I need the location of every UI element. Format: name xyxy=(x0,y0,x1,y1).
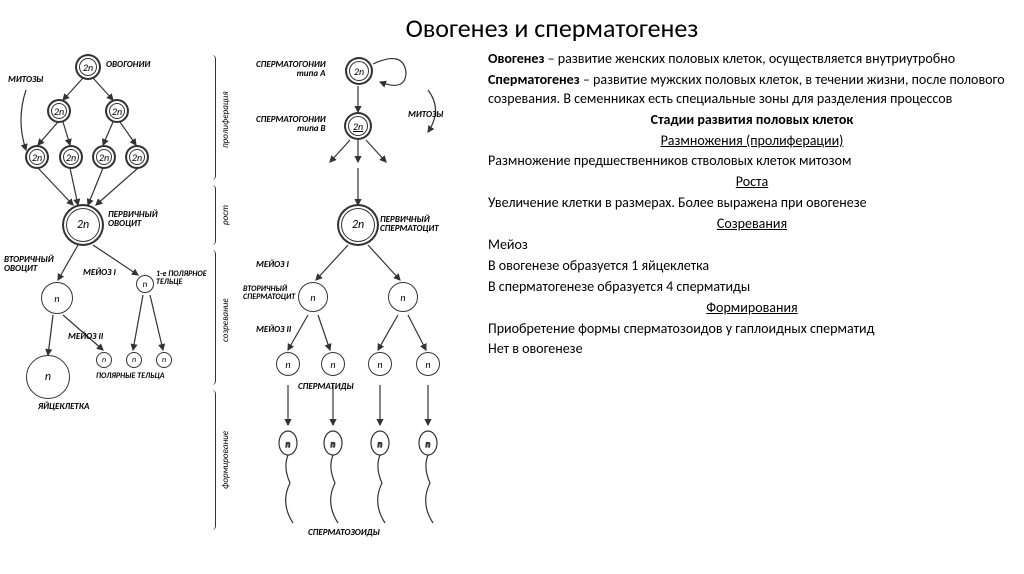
lbl-ovogonii: ОВОГОНИИ xyxy=(106,60,150,69)
lbl-spermatozoidy: СПЕРМАТОЗОИДЫ xyxy=(308,528,380,537)
cell-spermatid-4: n xyxy=(416,352,440,376)
lbl-perv-ovocit: ПЕРВИЧНЫЙ ОВОЦИТ xyxy=(108,210,158,229)
heading-proliferation: Размножения (пролиферации) xyxy=(488,132,1016,151)
cell-ovo-l3c: 2n xyxy=(93,146,115,168)
brace-sozr xyxy=(208,250,216,385)
term-ovogenez: Овогенез xyxy=(488,50,544,67)
brace-rost xyxy=(208,185,216,245)
brace-form xyxy=(208,390,216,530)
body-growth: Увеличение клетки в размерах. Более выра… xyxy=(488,194,1016,213)
phase-rost: рост xyxy=(220,195,231,235)
lbl-meioz2-l: МЕЙОЗ II xyxy=(68,332,103,341)
para-spermatogenesis: Сперматогенез – развитие мужских половых… xyxy=(488,71,1016,109)
phase-sozr: созревание xyxy=(220,275,231,365)
svg-text:n: n xyxy=(426,439,431,450)
cell-polar-2a: n xyxy=(96,352,112,368)
heading-maturation: Созревания xyxy=(488,215,1016,234)
svg-text:n: n xyxy=(331,439,336,450)
form-line1: Приобретение формы сперматозоидов у гапл… xyxy=(488,320,1016,339)
cell-egg: n xyxy=(26,355,70,399)
phase-prolif: пролиферация xyxy=(220,75,231,165)
def-ovogenez: – развитие женских половых клеток, осуще… xyxy=(544,50,955,67)
cell-spermA: 2n xyxy=(346,58,372,84)
text-column: Овогенез – развитие женских половых клет… xyxy=(478,50,1016,560)
cell-ovo-l2a: 2n xyxy=(48,100,70,122)
cell-sec-sperm-b: n xyxy=(388,282,418,312)
cell-spermatid-3: n xyxy=(368,352,392,376)
lbl-mitozy-r: МИТОЗЫ xyxy=(408,110,443,119)
cell-ovo-l3a: 2n xyxy=(26,146,48,168)
term-spermatogenez: Сперматогенез xyxy=(488,71,580,88)
lbl-polar1: 1-е ПОЛЯРНОЕ ТЕЛЬЦЕ xyxy=(156,270,207,287)
cell-primary-oocyte: 2n xyxy=(63,205,103,245)
heading-formation: Формирования xyxy=(488,299,1016,318)
cell-spermatid-2: n xyxy=(321,352,345,376)
svg-text:n: n xyxy=(286,439,291,450)
svg-text:n: n xyxy=(378,439,383,450)
matur-line1: Мейоз xyxy=(488,236,1016,255)
cell-spermB: 2n xyxy=(345,113,371,139)
spermatozoa-icons: n n n n xyxy=(258,428,458,538)
heading-stages: Стадии развития половых клеток xyxy=(488,111,1016,130)
lbl-perv-sperm: ПЕРВИЧНЫЙ СПЕРМАТОЦИТ xyxy=(380,215,439,234)
lbl-meioz1-l: МЕЙОЗ I xyxy=(83,268,116,277)
lbl-mitozy-l: МИТОЗЫ xyxy=(8,75,43,84)
brace-prolif xyxy=(208,55,216,180)
phase-form: формирование xyxy=(220,410,231,510)
diagram-area: 2n 2n 2n 2n 2n 2n 2n 2n n n n n n n 2n 2… xyxy=(8,50,478,560)
lbl-spermatidy: СПЕРМАТИДЫ xyxy=(298,382,354,391)
matur-line3: В сперматогенезе образуется 4 сперматиды xyxy=(488,278,1016,297)
lbl-yaic: ЯЙЦЕКЛЕТКА xyxy=(38,402,89,411)
lbl-meioz1-r: МЕЙОЗ I xyxy=(256,260,289,269)
cell-secondary-oocyte: n xyxy=(41,282,73,314)
cell-ovo-l2b: 2n xyxy=(106,100,128,122)
page-title: Овогенез и сперматогенез xyxy=(80,0,1024,50)
cell-polar-1: n xyxy=(136,275,154,293)
main-container: 2n 2n 2n 2n 2n 2n 2n 2n n n n n n n 2n 2… xyxy=(0,50,1024,560)
lbl-meioz2-r: МЕЙОЗ II xyxy=(256,325,291,334)
cell-ovo-l3d: 2n xyxy=(126,146,148,168)
heading-growth: Роста xyxy=(488,173,1016,192)
cell-ovogonia-top: 2n xyxy=(76,55,100,79)
cell-primary-spermatocyte: 2n xyxy=(338,205,378,245)
lbl-vtor-sperm: ВТОРИЧНЫЙ СПЕРМАТОЦИТ xyxy=(243,285,295,302)
cell-sec-sperm-a: n xyxy=(298,282,328,312)
para-ovogenesis: Овогенез – развитие женских половых клет… xyxy=(488,50,1016,69)
lbl-sperm-b: СПЕРМАТОГОНИИ типа В xyxy=(256,115,326,134)
lbl-vtor-ovocit: ВТОРИЧНЫЙ ОВОЦИТ xyxy=(4,255,54,274)
cell-ovo-l3b: 2n xyxy=(60,146,82,168)
cell-spermatid-1: n xyxy=(276,352,300,376)
cell-polar-2b: n xyxy=(126,352,142,368)
cell-polar-2c: n xyxy=(156,352,172,368)
body-proliferation: Размножение предшественников стволовых к… xyxy=(488,152,1016,171)
lbl-polar: ПОЛЯРНЫЕ ТЕЛЬЦА xyxy=(96,372,165,380)
lbl-sperm-a: СПЕРМАТОГОНИИ типа А xyxy=(256,60,326,79)
matur-line2: В овогенезе образуется 1 яйцеклетка xyxy=(488,257,1016,276)
form-line2: Нет в овогенезе xyxy=(488,340,1016,359)
